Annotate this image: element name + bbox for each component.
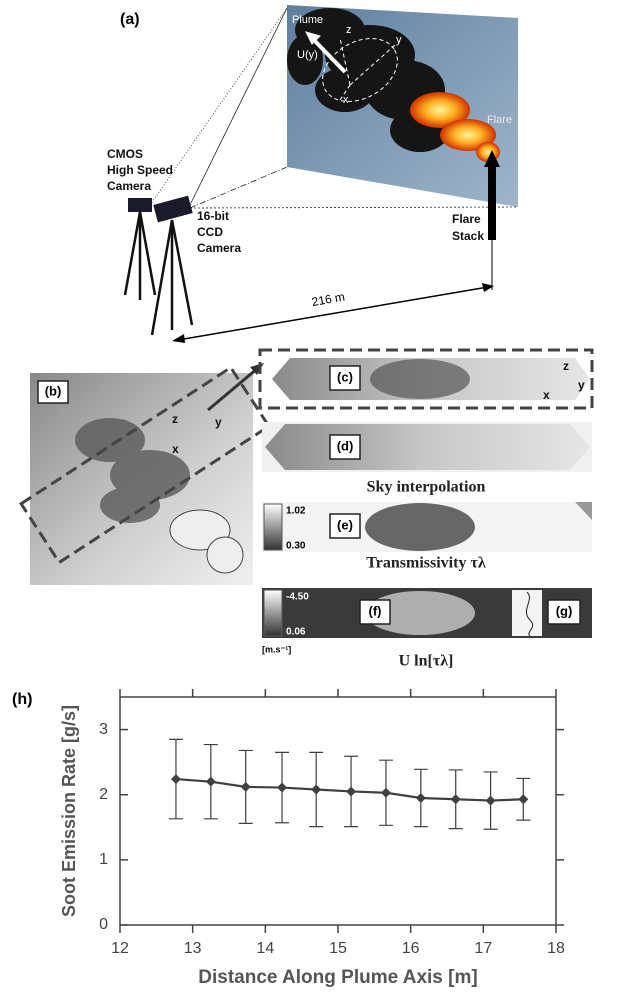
marker <box>171 774 181 784</box>
scale-label: 0.06 <box>286 627 306 638</box>
panel-label: (h) <box>12 691 32 708</box>
caption: Transmissivity τλ <box>366 555 486 572</box>
panel-label: (c) <box>337 369 353 384</box>
caption: Sky interpolation <box>367 479 486 496</box>
panel-label: (a) <box>120 11 140 28</box>
unit-label: [m.s⁻¹] <box>262 644 291 654</box>
axis-label: x <box>543 388 550 402</box>
camera-label: Camera <box>197 241 241 255</box>
marker <box>518 794 528 804</box>
marker <box>486 796 496 806</box>
panel-b: (b) z y x <box>21 363 269 585</box>
x-tick-label: 17 <box>474 940 492 957</box>
panel-f: -4.50 0.06 [m.s⁻¹] (f) U ln[τλ] <box>262 588 510 670</box>
axis-label: x <box>343 94 349 106</box>
camera-label: CMOS <box>107 147 143 161</box>
panel-label: (f) <box>369 603 382 618</box>
figure: (a) Plume U(y) z y x Flare <box>0 0 624 994</box>
marker <box>416 793 426 803</box>
marker <box>311 785 321 795</box>
x-tick-label: 12 <box>111 940 129 957</box>
x-tick-label: 14 <box>256 940 274 957</box>
marker <box>346 786 356 796</box>
panel-c: (c) z y x <box>260 350 592 408</box>
camera-label: 16-bit <box>197 209 229 223</box>
camera-label: Camera <box>107 179 151 193</box>
scale-label: 0.30 <box>286 541 306 552</box>
stack-label: Stack <box>452 229 484 243</box>
velocity-label: U(y) <box>297 49 318 61</box>
caption: U ln[τλ] <box>399 653 454 670</box>
flare-label: Flare <box>487 114 512 126</box>
x-tick-label: 18 <box>547 940 565 957</box>
distance-arrow: 216 m <box>172 283 494 343</box>
marker <box>206 777 216 787</box>
panel-label: (d) <box>337 438 354 453</box>
axis-label: y <box>396 34 402 46</box>
marker <box>241 782 251 792</box>
marker <box>381 788 391 798</box>
x-tick-label: 13 <box>184 940 202 957</box>
camera-label: CCD <box>197 225 223 239</box>
axis-label: y <box>578 378 585 392</box>
panel-label: (g) <box>556 603 573 618</box>
x-axis-label: Distance Along Plume Axis [m] <box>198 967 477 988</box>
panel-label: (b) <box>45 383 62 398</box>
x-tick-label: 16 <box>402 940 420 957</box>
camera-label: High Speed <box>107 163 173 177</box>
y-tick-label: 0 <box>99 916 108 933</box>
axis-label: z <box>563 359 569 373</box>
axis-label: z <box>172 412 178 426</box>
panel-a: (a) Plume U(y) z y x Flare <box>107 5 518 343</box>
axis-label: z <box>346 24 352 36</box>
marker <box>277 783 287 793</box>
x-tick-label: 15 <box>329 940 347 957</box>
panel-label: (e) <box>337 517 353 532</box>
distance-label: 216 m <box>311 289 346 309</box>
panel-d: (d) Sky interpolation <box>262 422 592 496</box>
chart: (h) Distance Along Plume Axis [m] Soot E… <box>12 689 565 988</box>
scale-label: -4.50 <box>286 592 309 603</box>
plume-label: Plume <box>292 14 323 26</box>
panel-e: 1.02 0.30 (e) Transmissivity τλ <box>262 502 592 572</box>
panel-g: (g) <box>510 588 592 638</box>
axis-label: y <box>215 415 222 429</box>
y-tick-label: 1 <box>99 851 108 868</box>
cameras <box>125 196 193 335</box>
axis-label: x <box>172 442 179 456</box>
stack-label: Flare <box>452 212 481 226</box>
scale-label: 1.02 <box>286 506 306 517</box>
y-tick-label: 3 <box>99 721 108 738</box>
y-axis-label: Soot Emission Rate [g/s] <box>59 705 79 917</box>
y-tick-label: 2 <box>99 786 108 803</box>
marker <box>451 794 461 804</box>
